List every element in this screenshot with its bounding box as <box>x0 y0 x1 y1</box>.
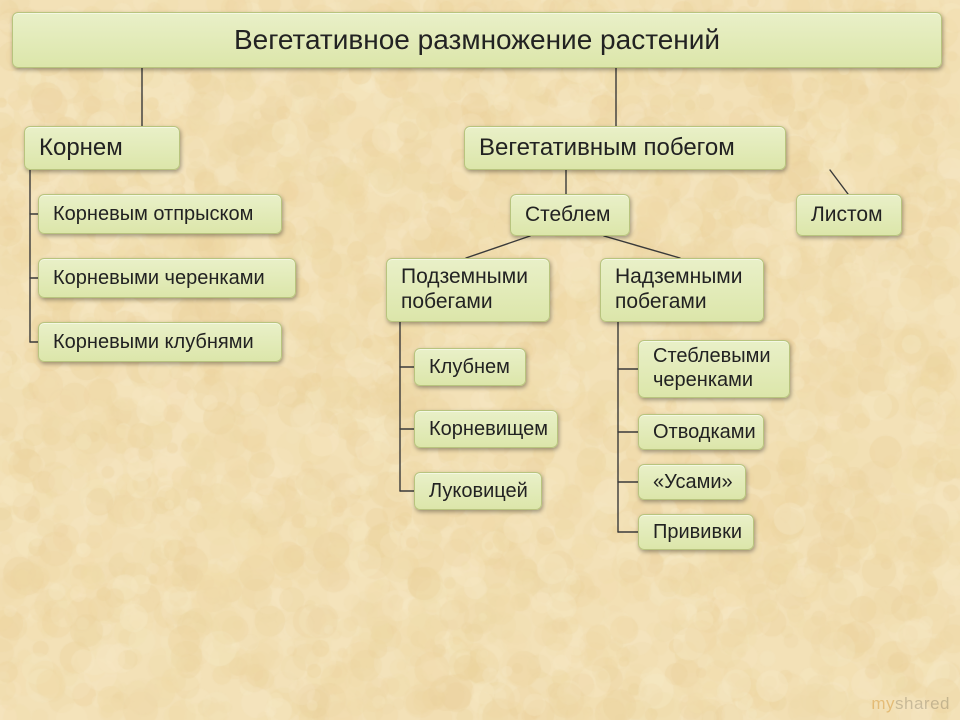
tree-node: Стеблевыми черенками <box>638 340 790 398</box>
tree-node: Корневыми клубнями <box>38 322 282 362</box>
tree-node: Прививки <box>638 514 754 550</box>
tree-node: «Усами» <box>638 464 746 500</box>
diagram-content: Вегетативное размножение растений Корнем К… <box>0 0 960 720</box>
tree-node: Вегетативным побегом <box>464 126 786 170</box>
tree-node: Корнем <box>24 126 180 170</box>
tree-node: Луковицей <box>414 472 542 510</box>
tree-node: Корневым отпрыском <box>38 194 282 234</box>
tree-node: Листом <box>796 194 902 236</box>
tree-node: Клубнем <box>414 348 526 386</box>
tree-node: Корневищем <box>414 410 558 448</box>
watermark-suffix: shared <box>895 694 950 713</box>
tree-node: Подземными побегами <box>386 258 550 322</box>
tree-node: Стеблем <box>510 194 630 236</box>
tree-node: Отводками <box>638 414 764 450</box>
watermark: myshared <box>871 694 950 714</box>
watermark-prefix: my <box>871 694 895 713</box>
tree-node: Надземными побегами <box>600 258 764 322</box>
tree-node: Корневыми черенками <box>38 258 296 298</box>
tree-node: Вегетативное размножение растений <box>12 12 942 68</box>
